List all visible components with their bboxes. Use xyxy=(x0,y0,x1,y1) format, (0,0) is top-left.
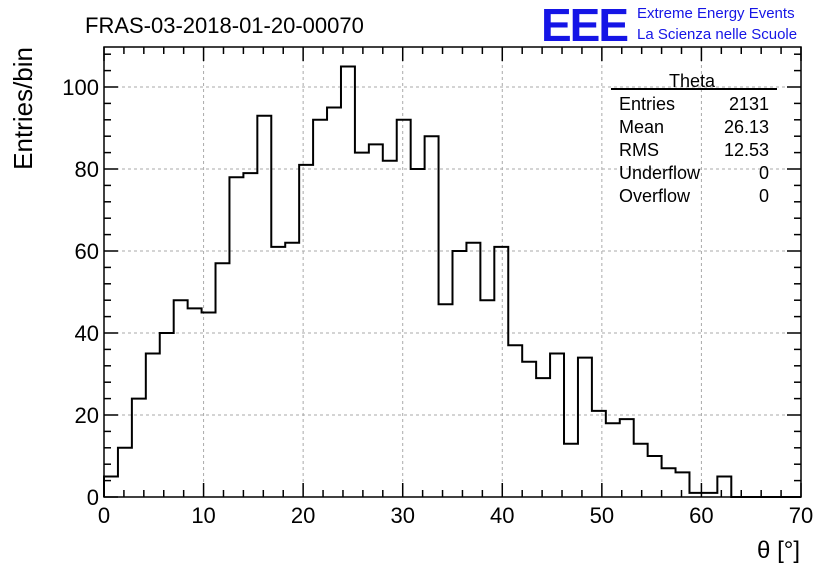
stats-title-underline xyxy=(611,88,777,90)
y-tick-label: 60 xyxy=(75,239,99,264)
x-axis-label: θ [°] xyxy=(757,537,800,564)
x-tick-label: 20 xyxy=(291,503,315,528)
stats-label: RMS xyxy=(619,140,659,160)
stats-value: 0 xyxy=(759,186,769,206)
stats-value: 26.13 xyxy=(724,117,769,137)
x-tick-label: 50 xyxy=(590,503,614,528)
y-tick-label: 20 xyxy=(75,403,99,428)
plot-frame xyxy=(103,46,802,498)
x-tick-label: 40 xyxy=(490,503,514,528)
run-title: FRAS-03-2018-01-20-00070 xyxy=(85,13,364,38)
y-tick-labels: 0 20 40 60 80 100 xyxy=(62,75,99,510)
stats-row: Mean 26.13 xyxy=(619,117,769,137)
stats-label: Mean xyxy=(619,117,664,137)
stats-row: RMS 12.53 xyxy=(619,140,769,160)
stats-box: Theta Entries 2131 Mean 26.13 RMS 12.53 Underf… xyxy=(611,71,777,206)
stats-value: 2131 xyxy=(729,94,769,114)
stats-label: Underflow xyxy=(619,163,701,183)
x-tick-label: 10 xyxy=(191,503,215,528)
stats-value: 0 xyxy=(759,163,769,183)
y-tick-label: 0 xyxy=(87,485,99,510)
stats-title: Theta xyxy=(669,71,716,91)
eee-logo: EEE Extreme Energy Events La Scienza nel… xyxy=(541,0,797,51)
grid-lines xyxy=(104,47,801,497)
y-tick-label: 100 xyxy=(62,75,99,100)
stats-row: Entries 2131 xyxy=(619,94,769,114)
x-tick-label: 30 xyxy=(390,503,414,528)
eee-logo-text: EEE xyxy=(541,0,627,51)
stats-row: Overflow 0 xyxy=(619,186,769,206)
y-axis-label: Entries/bin xyxy=(8,47,38,170)
x-tick-labels: 0 10 20 30 40 50 60 70 xyxy=(98,503,813,528)
y-tick-label: 40 xyxy=(75,321,99,346)
x-tick-label: 70 xyxy=(789,503,813,528)
y-tick-label: 80 xyxy=(75,157,99,182)
x-tick-label: 0 xyxy=(98,503,110,528)
x-tick-label: 60 xyxy=(689,503,713,528)
histogram-step-line xyxy=(103,65,801,498)
stats-value: 12.53 xyxy=(724,140,769,160)
axis-ticks xyxy=(103,47,802,498)
stats-row: Underflow 0 xyxy=(619,163,769,183)
logo-line-2: La Scienza nelle Scuole xyxy=(637,26,797,43)
stats-label: Overflow xyxy=(619,186,691,206)
logo-line-1: Extreme Energy Events xyxy=(637,5,795,22)
stats-label: Entries xyxy=(619,94,675,114)
